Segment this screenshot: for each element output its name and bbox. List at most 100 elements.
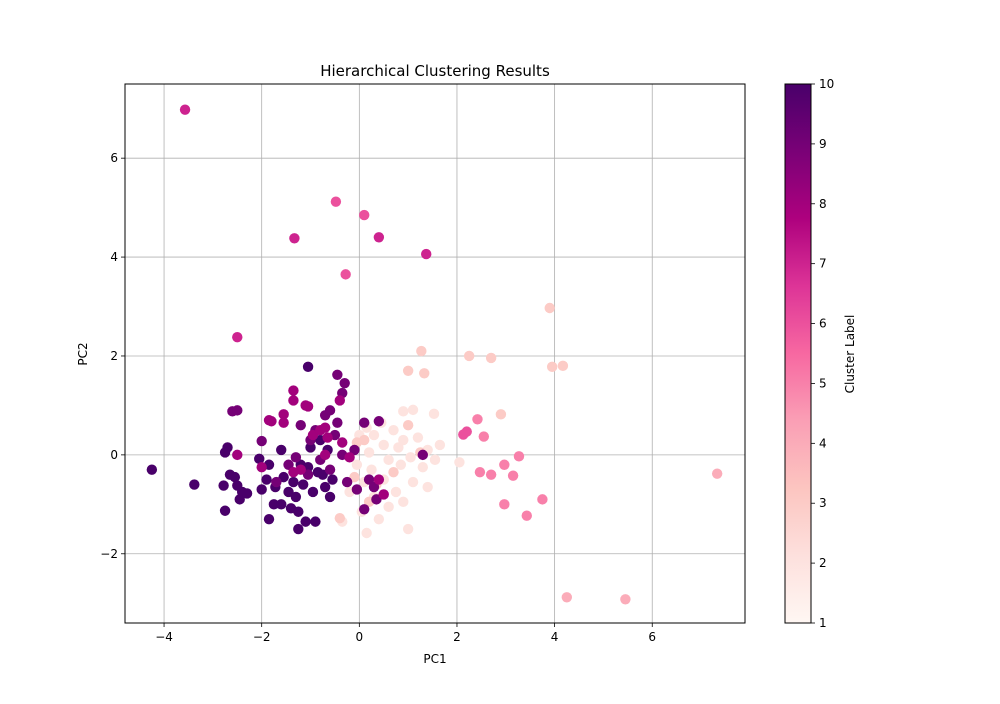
data-point — [537, 494, 548, 505]
data-point — [561, 592, 573, 603]
data-point — [307, 486, 319, 498]
data-point — [383, 501, 394, 512]
x-tick-label: −2 — [253, 630, 271, 644]
data-point — [495, 409, 507, 420]
data-point — [295, 420, 306, 431]
colorbar-tick-label: 2 — [819, 556, 827, 570]
data-point — [388, 424, 399, 436]
data-point — [334, 395, 346, 406]
data-point — [332, 417, 343, 428]
data-point — [499, 499, 510, 510]
data-point — [276, 444, 287, 456]
y-tick-label: −2 — [100, 547, 118, 561]
x-axis-ticks: −4 −2 0 2 4 6 — [155, 623, 656, 644]
data-point — [407, 404, 419, 416]
y-tick-label: 4 — [110, 250, 118, 264]
data-point — [711, 468, 723, 479]
data-point — [232, 331, 243, 343]
data-points — [146, 104, 723, 605]
data-point — [319, 481, 331, 493]
data-point — [363, 474, 375, 485]
data-point — [351, 459, 363, 470]
data-point — [324, 491, 336, 503]
data-point — [302, 361, 314, 373]
data-point — [398, 406, 409, 417]
data-point — [478, 431, 490, 442]
chart-title: Hierarchical Clustering Results — [320, 62, 550, 80]
data-point — [256, 462, 267, 473]
colorbar-tick-label: 8 — [819, 197, 827, 211]
colorbar-tick-label: 6 — [819, 317, 827, 331]
data-point — [373, 232, 385, 243]
x-tick-label: −4 — [155, 630, 173, 644]
data-point — [268, 499, 280, 510]
data-point — [428, 408, 440, 420]
data-point — [419, 368, 430, 379]
data-point — [349, 444, 360, 456]
colorbar-tick-label: 3 — [819, 496, 827, 510]
colorbar-label: Cluster Label — [843, 315, 857, 394]
data-point — [463, 350, 475, 362]
data-point — [232, 449, 243, 461]
data-point — [378, 489, 389, 500]
data-point — [310, 516, 321, 527]
data-point — [232, 405, 243, 416]
data-point — [300, 516, 311, 527]
data-point — [402, 420, 414, 431]
x-tick-label: 2 — [453, 630, 461, 644]
data-point — [256, 484, 267, 495]
data-point — [334, 512, 346, 524]
data-point — [288, 466, 299, 478]
data-point — [499, 459, 510, 470]
data-point — [276, 499, 287, 510]
data-point — [307, 429, 319, 441]
data-point — [305, 442, 316, 453]
data-point — [349, 471, 360, 483]
data-point — [521, 510, 532, 521]
data-point — [359, 417, 370, 428]
colorbar-tick-label: 10 — [819, 77, 834, 91]
data-point — [417, 462, 428, 473]
data-point — [454, 457, 465, 468]
data-point — [266, 416, 277, 427]
data-point — [302, 401, 314, 412]
data-point — [293, 523, 304, 535]
data-point — [557, 360, 569, 372]
data-point — [395, 459, 407, 470]
data-point — [485, 352, 497, 364]
data-point — [263, 513, 275, 525]
data-point — [332, 369, 343, 380]
data-point — [289, 233, 300, 244]
data-point — [297, 479, 309, 490]
colorbar-gradient — [784, 83, 812, 624]
data-point — [324, 405, 336, 416]
colorbar-ticks: 1 2 3 4 5 6 7 8 9 10 — [811, 77, 834, 630]
data-point — [402, 523, 414, 535]
data-point — [507, 470, 519, 481]
data-point — [339, 377, 350, 389]
data-point — [485, 469, 497, 480]
data-point — [361, 527, 372, 539]
data-point — [179, 104, 191, 115]
data-point — [254, 453, 265, 465]
data-point — [373, 474, 385, 485]
colorbar-tick-label: 5 — [819, 376, 827, 390]
data-point — [302, 469, 314, 480]
data-point — [317, 469, 328, 480]
data-point — [283, 459, 294, 470]
data-point — [378, 439, 389, 451]
data-point — [330, 196, 342, 207]
y-tick-label: 6 — [110, 151, 118, 165]
data-point — [256, 435, 267, 447]
data-point — [472, 414, 483, 425]
data-point — [278, 417, 289, 428]
data-point — [416, 345, 427, 357]
data-point — [474, 466, 486, 478]
data-point — [402, 365, 414, 377]
data-point — [398, 434, 409, 446]
data-point — [405, 452, 416, 463]
data-point — [407, 476, 419, 488]
x-tick-label: 4 — [551, 630, 559, 644]
data-point — [417, 449, 428, 461]
colorbar-tick-label: 1 — [819, 616, 827, 630]
